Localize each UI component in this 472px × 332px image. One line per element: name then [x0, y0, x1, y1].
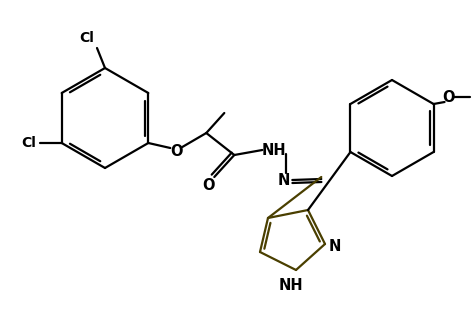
Text: N: N	[278, 173, 290, 188]
Text: O: O	[170, 143, 183, 158]
Text: O: O	[202, 178, 215, 193]
Text: NH: NH	[278, 279, 303, 293]
Text: O: O	[442, 90, 455, 105]
Text: Cl: Cl	[21, 136, 36, 150]
Text: N: N	[329, 238, 341, 254]
Text: Cl: Cl	[80, 31, 94, 45]
Text: NH: NH	[262, 142, 287, 157]
